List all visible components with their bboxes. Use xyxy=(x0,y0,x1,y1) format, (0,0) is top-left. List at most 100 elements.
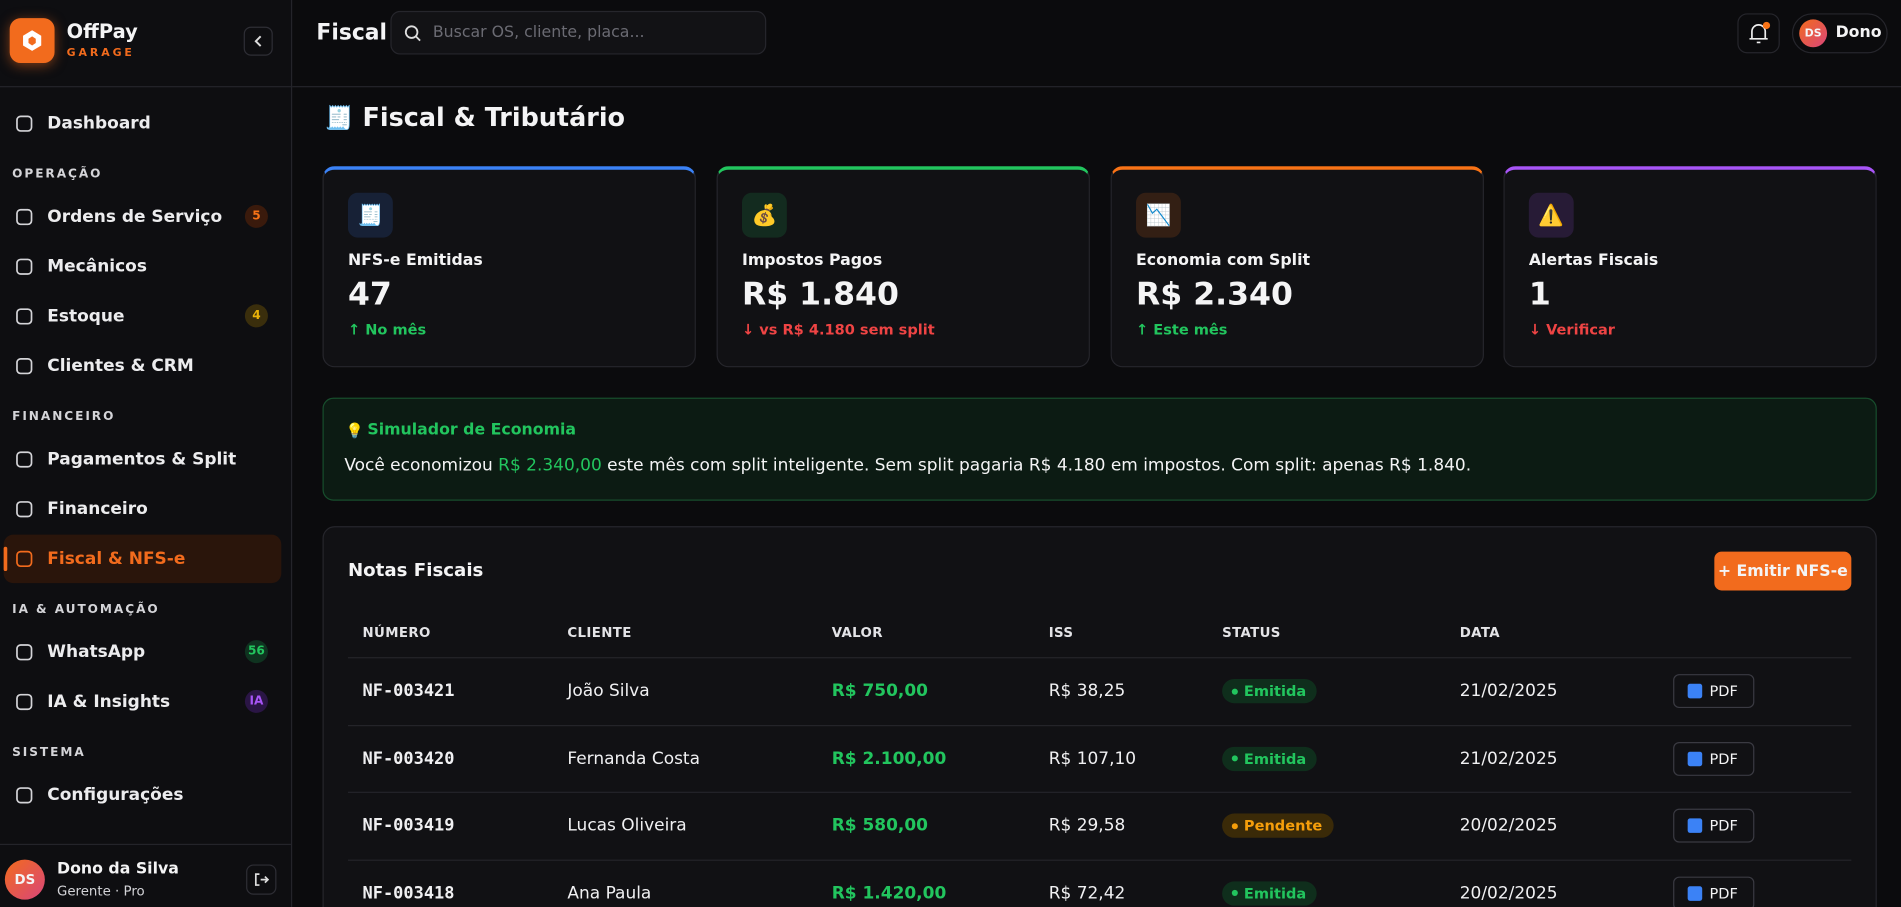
nav-icon xyxy=(15,643,34,662)
nav-icon xyxy=(15,786,34,805)
sidebar: OffPay GARAGE Dashboard OPERAÇÃO Ordens de… xyxy=(0,0,293,907)
nav-item[interactable]: Ordens de Serviço xyxy=(47,207,223,227)
cell-date: 21/02/2025 xyxy=(1459,681,1558,701)
page-title: Fiscal & Tributário xyxy=(362,103,626,133)
nav-item[interactable]: Configurações xyxy=(47,785,184,806)
nav-section: IA & AUTOMAÇÃO xyxy=(12,603,160,617)
nav-icon xyxy=(15,692,34,711)
simulator-text: Você economizou R$ 2.340,00 este mês com… xyxy=(344,456,1471,475)
cell-iss: R$ 72,42 xyxy=(1048,883,1126,903)
stat-card: 💰 Impostos Pagos R$ 1.840 ↓ vs R$ 4.180 sem… xyxy=(716,166,1090,368)
nav-active-bg xyxy=(3,534,282,584)
card-value: R$ 2.340 xyxy=(1136,276,1293,313)
nav-section: OPERAÇÃO xyxy=(12,167,103,182)
simulator-title: Simulador de Economia xyxy=(367,421,577,440)
pdf-button[interactable]: PDF xyxy=(1673,808,1755,843)
nav-item[interactable]: Pagamentos & Split xyxy=(47,449,237,470)
nav-badge: IA xyxy=(244,689,268,713)
nav-icon xyxy=(15,549,34,568)
stat-card: 🧾 NFS-e Emitidas 47 ↑ No mês xyxy=(322,166,696,368)
column-header: VALOR xyxy=(831,624,883,641)
nav-icon xyxy=(15,114,34,133)
logo xyxy=(9,18,55,64)
status-dot xyxy=(1231,755,1238,762)
nav-item[interactable]: Clientes & CRM xyxy=(47,356,194,376)
table-title: Notas Fiscais xyxy=(347,558,484,581)
text: Você economizou xyxy=(344,455,499,476)
nav-item[interactable]: Financeiro xyxy=(47,499,148,519)
pdf-icon xyxy=(1687,751,1703,766)
cell-iss: R$ 29,58 xyxy=(1048,815,1126,836)
table-card xyxy=(322,526,1877,907)
status-text: Pendente xyxy=(1243,817,1323,835)
nav-item[interactable]: IA & Insights xyxy=(47,692,171,712)
search-placeholder: Buscar OS, cliente, placa... xyxy=(432,23,645,42)
card-value: R$ 1.840 xyxy=(741,276,899,313)
pdf-icon xyxy=(1687,818,1703,833)
notifications-button[interactable] xyxy=(1737,13,1780,54)
status-pill: Emitida xyxy=(1222,880,1318,906)
logout-button[interactable] xyxy=(246,864,277,895)
card-icon: 🧾 xyxy=(347,192,393,238)
user-role: Gerente · Pro xyxy=(56,883,145,899)
cell-date: 21/02/2025 xyxy=(1459,748,1558,769)
nav-icon xyxy=(15,500,34,519)
highlight: R$ 2.340,00 xyxy=(498,455,602,476)
nav-icon xyxy=(15,207,34,226)
card-icon: 💰 xyxy=(741,192,787,238)
nav-item[interactable]: Dashboard xyxy=(47,113,151,134)
nav-item[interactable]: Estoque xyxy=(47,306,125,327)
pdf-label: PDF xyxy=(1709,817,1738,835)
cell-client: Lucas Oliveira xyxy=(567,815,687,836)
nav-icon xyxy=(15,257,34,276)
status-text: Emitida xyxy=(1243,749,1307,767)
card-note: ↑ No mês xyxy=(347,321,427,339)
pdf-button[interactable]: PDF xyxy=(1673,875,1755,907)
status-dot xyxy=(1231,822,1238,829)
pdf-icon xyxy=(1687,885,1703,901)
cell-date: 20/02/2025 xyxy=(1459,815,1558,836)
cell-number: NF-003421 xyxy=(362,681,455,701)
pdf-button[interactable]: PDF xyxy=(1673,741,1755,776)
nav-active-bar xyxy=(3,546,8,572)
divider xyxy=(0,86,291,88)
card-label: NFS-e Emitidas xyxy=(347,251,483,270)
cell-number: NF-003419 xyxy=(362,815,455,836)
collapse-button[interactable] xyxy=(243,26,273,56)
nav-icon xyxy=(15,307,34,326)
pdf-icon xyxy=(1687,683,1703,699)
nav-badge: 4 xyxy=(244,304,268,328)
stat-card: ⚠️ Alertas Fiscais 1 ↓ Verificar xyxy=(1503,166,1877,368)
nav-item[interactable]: WhatsApp xyxy=(47,642,146,662)
cell-client: João Silva xyxy=(567,681,650,701)
user-menu[interactable]: DS Dono xyxy=(1791,13,1888,54)
card-label: Impostos Pagos xyxy=(741,251,883,270)
avatar: DS xyxy=(4,859,45,900)
pdf-label: PDF xyxy=(1709,682,1738,700)
pdf-button[interactable]: PDF xyxy=(1673,674,1755,709)
row-divider xyxy=(347,724,1852,726)
row-divider xyxy=(347,657,1852,659)
brand-name: OffPay xyxy=(66,20,138,44)
avatar: DS xyxy=(1799,19,1828,48)
header-title: Fiscal xyxy=(316,20,387,46)
nav-item[interactable]: Mecânicos xyxy=(47,257,147,277)
nav-section: SISTEMA xyxy=(12,746,86,760)
column-header: ISS xyxy=(1048,624,1074,641)
cell-value: R$ 2.100,00 xyxy=(831,748,947,769)
card-note: ↑ Este mês xyxy=(1136,321,1228,339)
card-label: Economia com Split xyxy=(1136,251,1311,270)
status-text: Emitida xyxy=(1243,682,1307,700)
row-divider xyxy=(347,791,1852,793)
cell-value: R$ 750,00 xyxy=(831,681,928,701)
nav-item[interactable]: Fiscal & NFS-e xyxy=(47,549,186,569)
nav-badge: 56 xyxy=(244,640,268,664)
column-header: NÚMERO xyxy=(362,624,431,641)
pdf-label: PDF xyxy=(1709,749,1738,767)
emit-button[interactable]: + Emitir NFS-e xyxy=(1714,551,1852,591)
user-name: Dono da Silva xyxy=(56,860,179,879)
brand-sub: GARAGE xyxy=(66,47,135,60)
search-box[interactable]: Buscar OS, cliente, placa... xyxy=(390,10,767,55)
